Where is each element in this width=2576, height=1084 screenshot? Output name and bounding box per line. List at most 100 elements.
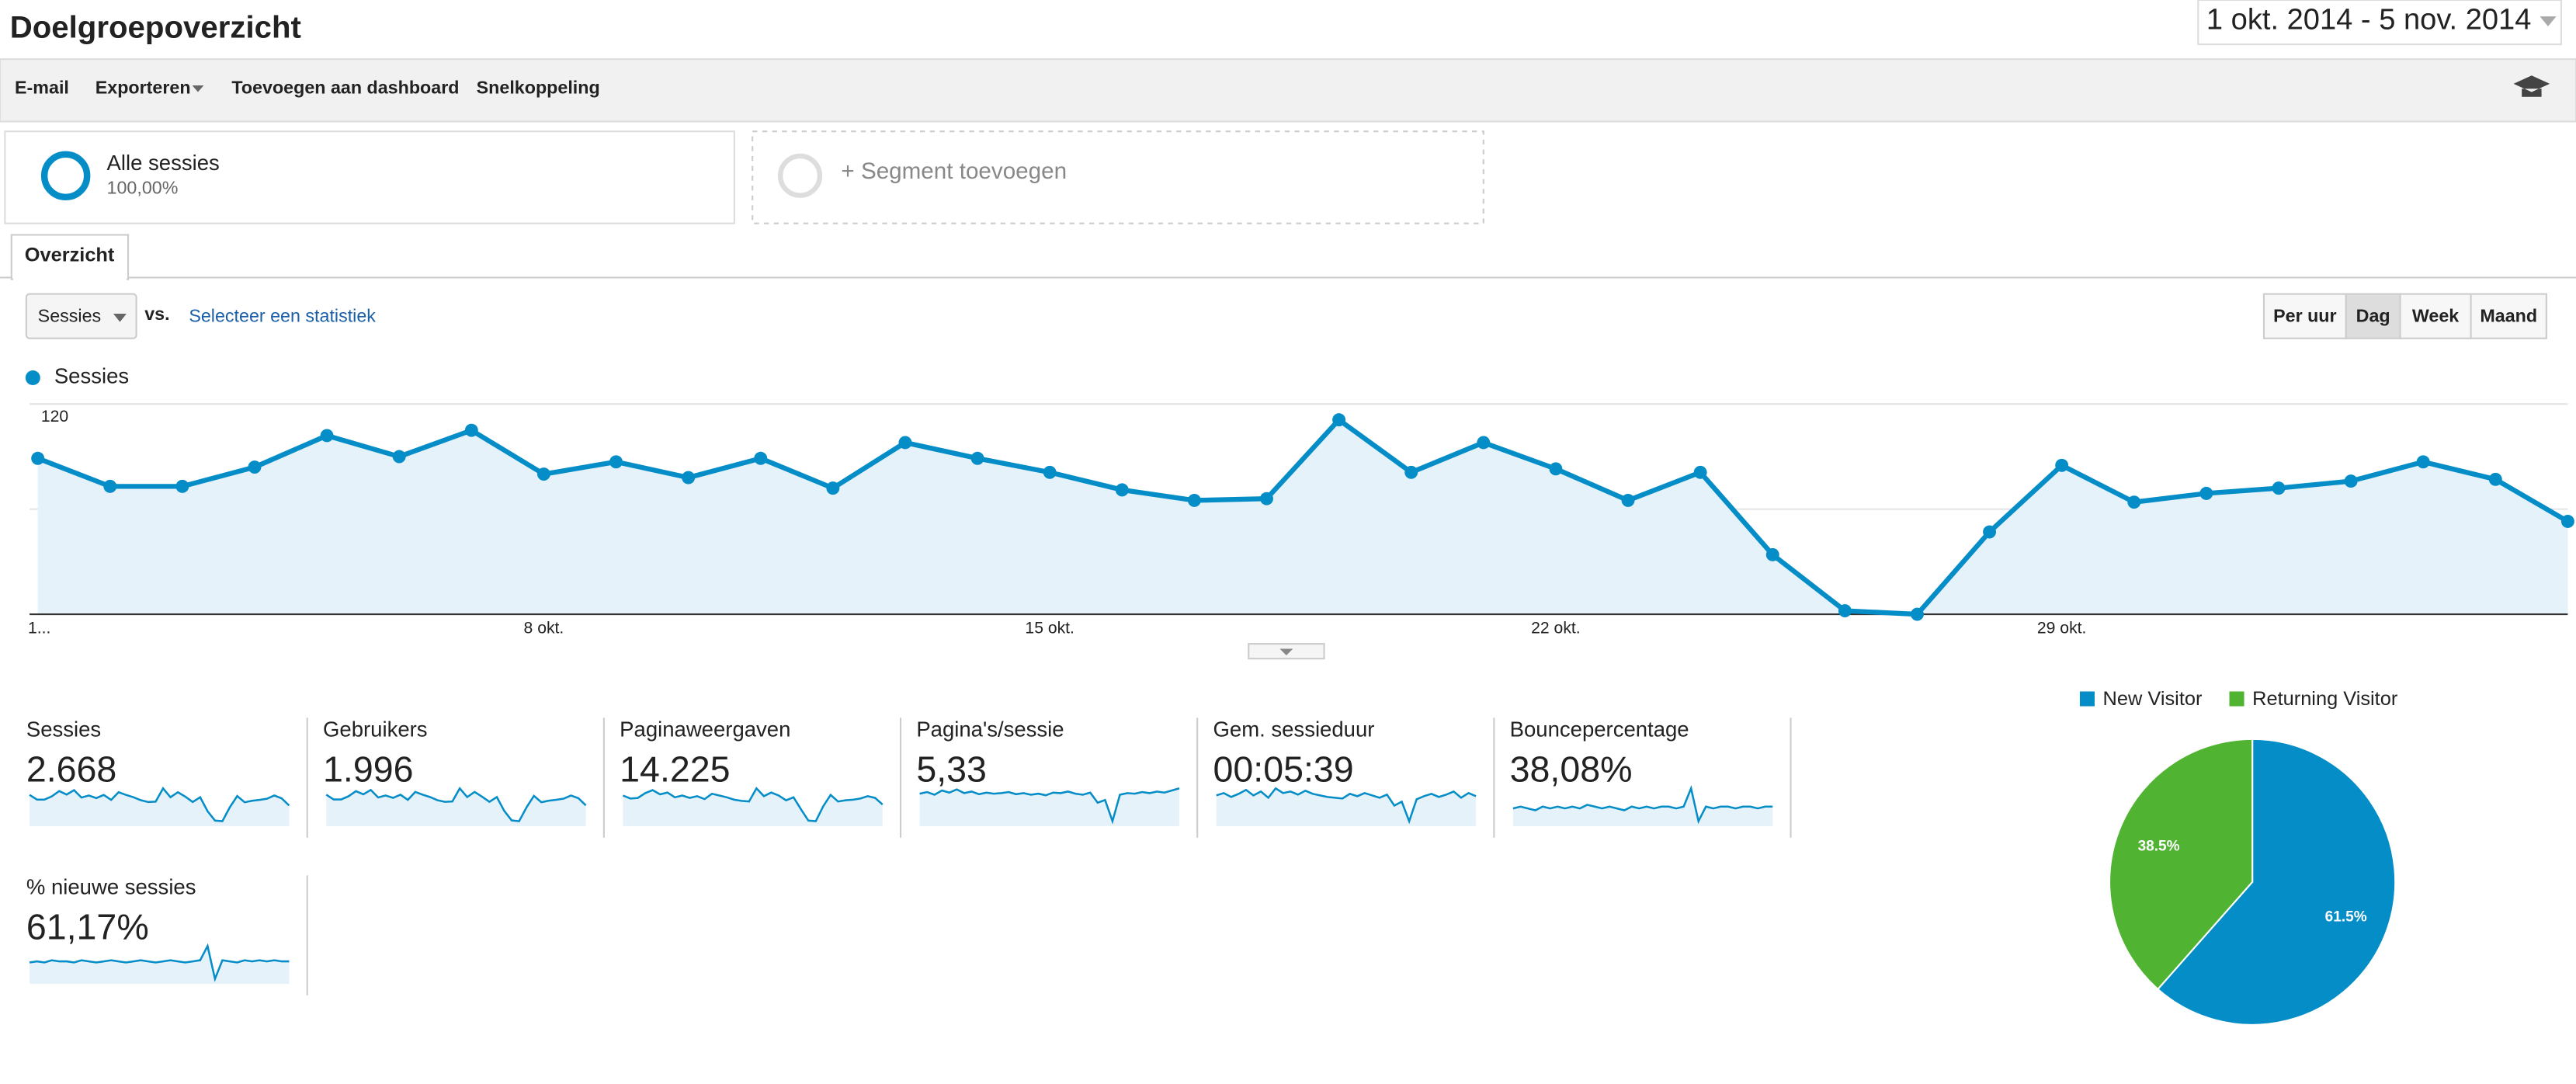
point [609,455,623,469]
segment-add[interactable]: + Segment toevoegen [841,158,1067,184]
metric-value: 00:05:39 [1213,749,1354,789]
generated: E-mail Exporteren Toevoegen aan dashboard S… [15,77,2574,1026]
pie-slice [2108,738,2254,991]
point [682,471,696,485]
date-picker[interactable] [2197,0,2563,46]
x-tick-label: 29 okt. [2037,620,2086,638]
period-label[interactable]: Week [2412,305,2459,325]
vs-label: vs. [144,304,169,324]
point [2560,515,2574,528]
segment-name[interactable]: Alle sessies [107,151,220,175]
segment-share: 100,00% [107,177,179,197]
help-icon[interactable] [2513,75,2550,97]
metric-label: Sessies [26,717,101,742]
toolbar-item[interactable]: Toevoegen aan dashboard [231,77,459,97]
metric-value: 38,08% [1510,749,1633,789]
sparkline [919,787,1180,825]
point [536,467,550,481]
sparkline [1216,787,1477,825]
metric-value: 5,33 [916,749,987,789]
point [2416,455,2430,469]
compare-link[interactable]: Selecteer een statistiek [189,305,376,325]
metric-select-label[interactable]: Sessies [38,305,101,325]
toolbar-item[interactable]: Snelkoppeling [477,77,600,97]
point [970,451,984,465]
legend-swatch [2229,691,2244,707]
point [1260,492,1273,506]
pie-label: 61.5% [2325,909,2367,925]
metric-label: Pagina's/sessie [916,717,1064,742]
date-range[interactable]: 1 okt. 2014 - 5 nov. 2014 [2206,4,2532,36]
point [898,436,912,450]
point [1983,525,1997,539]
sparkline [29,943,290,982]
metric-label: Gebruikers [323,717,428,742]
x-tick-label: 8 okt. [524,620,564,638]
pie-label: 38.5% [2138,838,2180,854]
legend-label: New Visitor [2103,688,2203,710]
legend-marker [25,370,40,386]
point [103,479,117,493]
point [2199,486,2213,500]
metric-value: 2.668 [26,749,116,789]
point [1477,436,1491,450]
x-tick-label: 22 okt. [1531,620,1580,638]
toolbar-item[interactable]: E-mail [15,77,69,97]
page-title: Doelgroepoverzicht [10,10,301,45]
period-label[interactable]: Maand [2480,305,2537,325]
area [37,419,2568,615]
point [2055,458,2069,472]
point [1549,462,1563,476]
sparkline [29,787,290,822]
dropdown-arrow [192,85,204,92]
metric-label: Gem. sessieduur [1213,717,1375,742]
point [1404,465,1418,479]
x-tick-label: 1... [28,620,50,638]
point [1187,493,1201,507]
sparkline-area [30,946,290,984]
tab-box[interactable] [10,234,130,280]
line [36,417,2570,617]
dropdown-arrow [2540,16,2557,26]
point [1838,604,1852,618]
point [2488,472,2502,486]
sparkline [1512,785,1773,825]
sparkline [622,787,884,822]
metric-value: 1.996 [323,749,413,789]
legend-swatch [2079,691,2095,707]
period-label[interactable]: Dag [2356,305,2390,325]
pie-slice [2156,738,2397,1026]
toolbar-item[interactable]: Exporteren [95,77,191,97]
collapse-arrow [1279,648,1293,655]
point [754,451,768,465]
segment-active[interactable] [4,130,735,224]
tab[interactable]: Overzicht [25,245,115,266]
point [1043,465,1057,479]
metric-select[interactable] [25,293,137,339]
point [1332,413,1346,427]
point [1693,465,1707,479]
segment-ring [40,151,91,201]
point [392,450,406,464]
metric-label: Paginaweergaven [620,717,790,742]
legend-label: Sessies [54,364,129,388]
period-label[interactable]: Per uur [2273,305,2336,325]
period-button[interactable] [2262,293,2347,339]
point [31,451,45,465]
point [1910,607,1924,621]
point [2344,474,2358,488]
tab-gap [12,273,127,281]
y-tick-label: 120 [41,408,68,426]
dropdown-arrow [113,313,127,322]
point [2272,481,2286,495]
segment-add-ring [777,153,823,198]
point [826,481,840,495]
segment-add-box[interactable] [752,130,1484,224]
point [2127,495,2141,509]
metric-label: % nieuwe sessies [26,875,196,899]
period-button[interactable] [2470,293,2547,339]
point [320,429,334,443]
period-button[interactable] [2345,293,2401,339]
